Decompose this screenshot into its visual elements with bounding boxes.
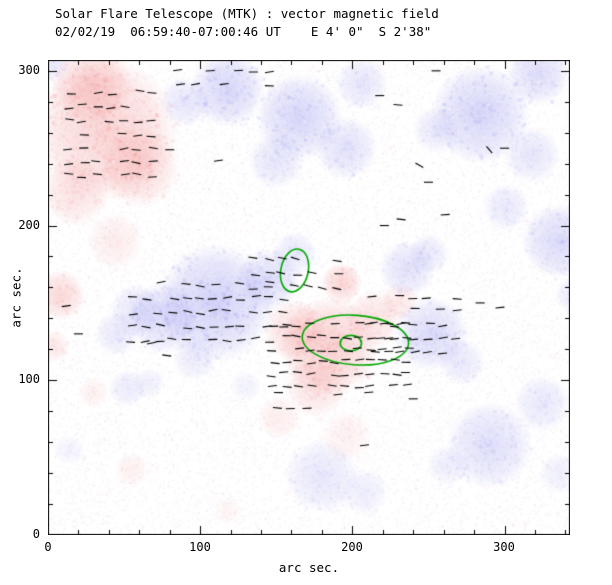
x-tick-label-100: 100 bbox=[189, 540, 211, 554]
x-tick-label-300: 300 bbox=[493, 540, 515, 554]
y-tick-label-300: 300 bbox=[18, 63, 40, 77]
figure-title: Solar Flare Telescope (MTK) : vector mag… bbox=[55, 6, 439, 21]
x-tick-label-200: 200 bbox=[341, 540, 363, 554]
y-axis-label: arc sec. bbox=[8, 267, 24, 328]
y-tick-label-100: 100 bbox=[18, 372, 40, 386]
x-tick-label-0: 0 bbox=[44, 540, 52, 554]
figure-subtitle: 02/02/19 06:59:40-07:00:46 UT E 4' 0" S … bbox=[55, 24, 432, 39]
y-tick-label-0: 0 bbox=[32, 527, 40, 541]
y-tick-label-200: 200 bbox=[18, 218, 40, 232]
plot-canvas bbox=[48, 60, 570, 535]
x-axis-label: arc sec. bbox=[278, 560, 340, 575]
plot-area bbox=[48, 60, 570, 535]
